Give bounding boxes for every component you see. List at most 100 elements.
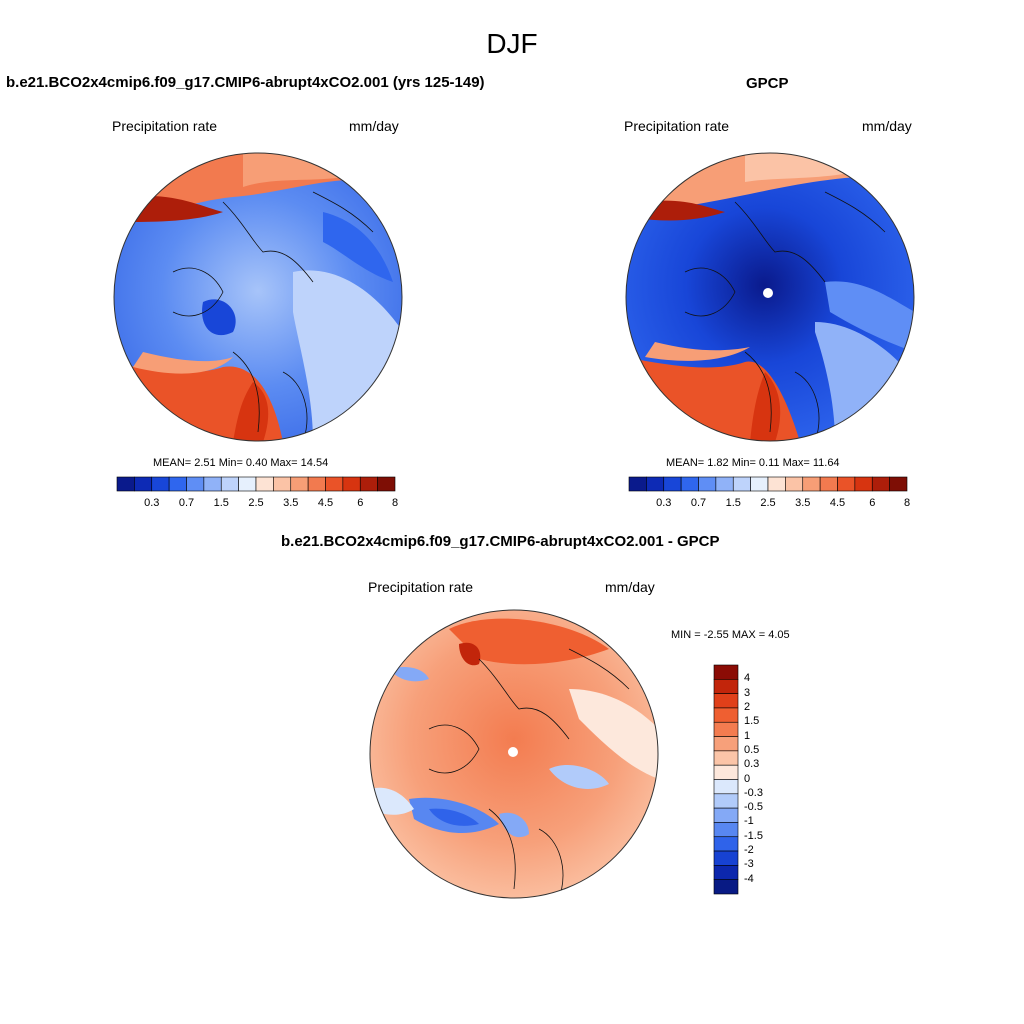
panel-3-colorbar-swatch: [713, 750, 739, 766]
panel-2-map: [625, 152, 915, 442]
panel-2-colorbar-swatch: [646, 476, 665, 492]
panel-2-colorbar-tick-label: 6: [869, 497, 876, 509]
panel-1-colorbar-tick-label: 0.7: [178, 497, 195, 509]
panel-2-colorbar-swatch: [785, 476, 804, 492]
panel-2-colorbar-swatch: [889, 476, 908, 492]
panel-2-colorbar-swatch: [732, 476, 751, 492]
panel-1-map: [113, 152, 403, 442]
panel-3-units: mm/day: [605, 579, 655, 595]
panel-1-colorbar-swatch: [134, 476, 153, 492]
panel-1-title: b.e21.BCO2x4cmip6.f09_g17.CMIP6-abrupt4x…: [6, 74, 485, 91]
panel-1-colorbar-tick-label: 2.5: [248, 497, 264, 509]
panel-1-colorbar-swatch: [186, 476, 205, 492]
panel-3-colorbar-tick-label: -2: [744, 844, 754, 857]
panel-1-colorbar-tick-label: 1.5: [213, 497, 229, 509]
panel-3-colorbar-tick-label: 1.5: [744, 715, 760, 728]
panel-2-colorbar-labels: 0.3 0.7 1.5 2.5 3.5 4.5 6 8: [629, 497, 911, 511]
panel-1-colorbar-swatch: [116, 476, 135, 492]
panel-3-colorbar-tick-label: 0.5: [744, 743, 760, 756]
panel-2-colorbar-tick-label: 1.5: [725, 497, 741, 509]
panel-1-colorbar-swatch: [168, 476, 187, 492]
panel-3-colorbar-swatch: [713, 664, 739, 680]
panel-3-colorbar-swatch: [713, 807, 739, 823]
panel-1-colorbar-swatch: [359, 476, 378, 492]
panel-2-colorbar-swatch: [698, 476, 717, 492]
panel-1-colorbar-swatch: [220, 476, 239, 492]
panel-2-colorbar-swatch: [819, 476, 838, 492]
panel-3-colorbar-tick-label: 2: [744, 700, 751, 713]
panel-3-colorbar-swatch: [713, 793, 739, 809]
panel-1-colorbar-swatch: [377, 476, 396, 492]
panel-3-colorbar-swatch: [713, 764, 739, 780]
panel-2-colorbar-swatch: [854, 476, 873, 492]
panel-1-colorbar-labels: 0.3 0.7 1.5 2.5 3.5 4.5 6 8: [117, 497, 399, 511]
panel-1-units: mm/day: [349, 118, 399, 134]
panel-1-colorbar-swatch: [342, 476, 361, 492]
panel-3-stats: MIN = -2.55 MAX = 4.05: [671, 629, 790, 641]
panel-2-pole-marker: [763, 288, 773, 298]
panel-3-map: [369, 609, 659, 899]
panel-2-colorbar-swatch: [802, 476, 821, 492]
panel-2-colorbar-swatch: [680, 476, 699, 492]
panel-3-colorbar-swatch: [713, 822, 739, 838]
panel-3-colorbar-swatch: [713, 721, 739, 737]
panel-2-colorbar-swatch: [715, 476, 734, 492]
panel-1-colorbar-tick-label: 4.5: [317, 497, 334, 509]
panel-1-colorbar-tick-label: 3.5: [283, 497, 299, 509]
panel-1-colorbar-tick-label: 0.3: [144, 497, 160, 509]
panel-1-colorbar-swatch: [203, 476, 222, 492]
panel-2-colorbar: [628, 476, 908, 492]
panel-3-colorbar-tick-label: 0.3: [744, 758, 760, 771]
panel-1-colorbar-tick-label: 6: [357, 497, 364, 509]
panel-1-colorbar-swatch: [255, 476, 274, 492]
panel-2-variable: Precipitation rate: [624, 118, 730, 134]
panel-3-colorbar-tick-label: -0.3: [744, 786, 763, 799]
panel-3-colorbar-swatch: [713, 779, 739, 795]
panel-3-colorbar-tick-label: 0: [744, 772, 751, 785]
panel-1-colorbar-swatch: [273, 476, 292, 492]
panel-3-colorbar-swatch: [713, 879, 739, 895]
panel-3-colorbar-tick-label: 3: [744, 686, 751, 699]
panel-3-colorbar-swatch: [713, 679, 739, 694]
panel-1-colorbar-swatch: [307, 476, 326, 492]
panel-1-colorbar: [116, 476, 396, 492]
panel-2-colorbar-tick-label: 0.3: [656, 497, 672, 509]
panel-3-colorbar-tick-label: 1: [744, 729, 751, 742]
panel-2-colorbar-tick-label: 3.5: [795, 497, 811, 509]
panel-1-stats: MEAN= 2.51 Min= 0.40 Max= 14.54: [153, 457, 329, 469]
panel-3-colorbar-swatch: [713, 865, 739, 880]
panel-3-colorbar-swatch: [713, 850, 739, 866]
panel-3-colorbar: [713, 664, 739, 895]
panel-2-colorbar-tick-label: 0.7: [690, 497, 707, 509]
panel-2-stats: MEAN= 1.82 Min= 0.11 Max= 11.64: [666, 457, 840, 469]
panel-1-variable: Precipitation rate: [112, 118, 218, 134]
panel-1-colorbar-tick-label: 8: [391, 497, 399, 509]
panel-2-colorbar-swatch: [767, 476, 786, 492]
panel-3-colorbar-swatch: [713, 836, 739, 852]
panel-2-title: GPCP: [746, 75, 789, 92]
panel-3-variable: Precipitation rate: [368, 579, 474, 595]
panel-3-colorbar-tick-label: -1.5: [744, 829, 763, 842]
panel-2-colorbar-tick-label: 8: [903, 497, 911, 509]
panel-3-title: b.e21.BCO2x4cmip6.f09_g17.CMIP6-abrupt4x…: [281, 533, 720, 550]
panel-1-colorbar-swatch: [325, 476, 344, 492]
panel-2-colorbar-swatch: [663, 476, 682, 492]
panel-2-colorbar-swatch: [750, 476, 769, 492]
panel-3-colorbar-tick-label: -4: [744, 872, 754, 885]
panel-3-colorbar-swatch: [713, 707, 739, 723]
panel-2-units: mm/day: [862, 118, 912, 134]
panel-3-colorbar-tick-label: -1: [744, 815, 754, 828]
panel-2-colorbar-swatch: [628, 476, 647, 492]
panel-3-colorbar-tick-label: 4: [744, 672, 751, 685]
panel-1-colorbar-swatch: [290, 476, 309, 492]
panel-3-pole-marker: [508, 747, 518, 757]
panel-3-colorbar-tick-label: -3: [744, 858, 754, 871]
panel-3-colorbar-labels: 4 3 2 1.5 1 0.5 0.3 0 -0.3 -0.5 -1 -1.5 -2 -3 -4: [744, 665, 784, 894]
panel-1-colorbar-swatch: [151, 476, 170, 492]
panel-2-colorbar-swatch: [837, 476, 856, 492]
panel-1-colorbar-swatch: [238, 476, 257, 492]
panel-3-colorbar-swatch: [713, 736, 739, 752]
panel-2-colorbar-swatch: [871, 476, 890, 492]
panel-2-colorbar-tick-label: 4.5: [829, 497, 846, 509]
panel-3-colorbar-swatch: [713, 693, 739, 709]
